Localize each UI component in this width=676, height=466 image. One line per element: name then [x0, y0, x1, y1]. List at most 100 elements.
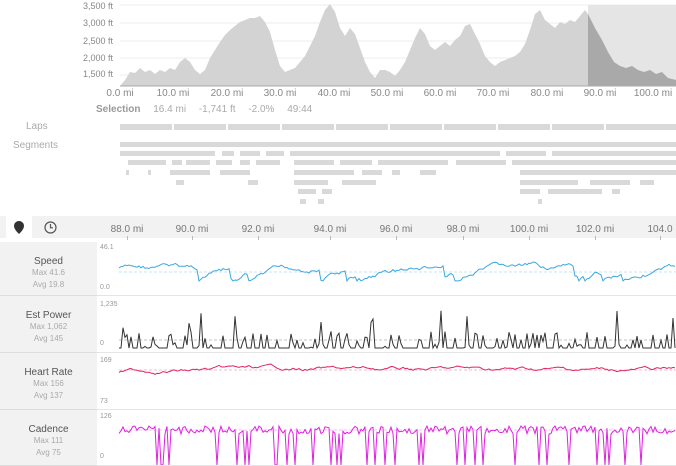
segment-bar[interactable] [126, 170, 129, 175]
segment-bar[interactable] [322, 189, 332, 194]
zoom-axis-label: 98.0 mi [446, 224, 480, 235]
segment-bar[interactable] [378, 160, 448, 165]
lap-bar[interactable] [552, 124, 604, 130]
time-mode-button[interactable] [37, 216, 63, 238]
lap-bar[interactable] [228, 124, 280, 130]
lap-bar[interactable] [606, 124, 676, 130]
segment-bar[interactable] [266, 151, 284, 156]
segment-bar[interactable] [520, 180, 578, 185]
elev-x-label: 80.0 mi [530, 88, 564, 99]
segment-bar[interactable] [176, 180, 184, 185]
zoom-axis-tick [463, 236, 464, 240]
segment-bar[interactable] [294, 160, 334, 165]
segment-bar[interactable] [222, 151, 234, 156]
segment-bar[interactable] [128, 160, 166, 165]
segments-label: Segments [13, 140, 59, 151]
segment-bar[interactable] [148, 170, 151, 175]
segment-bar[interactable] [256, 160, 280, 165]
lap-bar[interactable] [444, 124, 496, 130]
cadence-plot[interactable]: 126 0 [97, 410, 676, 466]
metric-avg: Avg 19.8 [32, 280, 65, 289]
lap-bar[interactable] [120, 124, 172, 130]
elevation-area [120, 4, 676, 87]
elev-y-label: 2,500 ft [82, 36, 113, 46]
metric-avg: Avg 137 [33, 391, 64, 400]
metric-max: Max 41.6 [32, 268, 65, 277]
zoom-axis-tick [127, 236, 128, 240]
segment-bar[interactable] [420, 170, 436, 175]
segment-bar[interactable] [392, 170, 400, 175]
lap-bar[interactable] [390, 124, 442, 130]
zoom-axis-label: 100.0 mi [509, 224, 549, 235]
segment-bar[interactable] [538, 199, 542, 204]
segment-bar[interactable] [340, 160, 372, 165]
metric-trace [118, 424, 676, 465]
segment-bar[interactable] [216, 160, 232, 165]
elev-x-label: 0.0 mi [106, 88, 134, 99]
segment-bar[interactable] [170, 170, 210, 175]
metric-name: Speed [34, 256, 63, 267]
segment-bar[interactable] [552, 151, 676, 156]
clock-icon [43, 220, 57, 234]
metric-max: Max 1,062 [29, 322, 68, 331]
power-plot[interactable]: 1,235 0 [97, 296, 676, 353]
selection-label: Selection [96, 104, 141, 115]
segment-bar[interactable] [612, 189, 620, 194]
zoom-axis-tick [396, 236, 397, 240]
segment-bar[interactable] [506, 151, 546, 156]
zoom-axis-tick [258, 236, 259, 240]
segment-bar[interactable] [640, 180, 654, 185]
distance-mode-button[interactable] [6, 216, 32, 238]
segment-bar[interactable] [248, 180, 258, 185]
segment-bar[interactable] [290, 151, 500, 156]
segment-bar[interactable] [512, 160, 676, 165]
lap-bar[interactable] [282, 124, 334, 130]
segment-bar[interactable] [342, 180, 376, 185]
segment-bar[interactable] [172, 160, 182, 165]
segment-bar[interactable] [362, 170, 382, 175]
segment-bar[interactable] [318, 199, 324, 204]
elev-y-label: 3,000 ft [82, 18, 113, 28]
segment-bar[interactable] [220, 170, 250, 175]
zoom-axis-tick [595, 236, 596, 240]
selection-grade: -2.0% [248, 104, 275, 115]
elev-x-label: 30.0 mi [263, 88, 297, 99]
speed-line [118, 261, 676, 283]
lap-bar[interactable] [174, 124, 226, 130]
elev-x-label: 20.0 mi [210, 88, 244, 99]
plot-max-label: 46.1 [100, 244, 114, 251]
segment-bar[interactable] [240, 151, 260, 156]
plot-min-label: 0.0 [100, 284, 110, 291]
lap-bar[interactable] [336, 124, 388, 130]
plot-max-label: 126 [100, 413, 112, 420]
segment-bar[interactable] [294, 180, 328, 185]
segment-bar[interactable] [120, 142, 676, 147]
segment-bar[interactable] [240, 160, 250, 165]
segment-bar[interactable] [520, 170, 676, 175]
segment-bar[interactable] [186, 160, 210, 165]
segment-bar[interactable] [456, 160, 506, 165]
metric-trace [118, 363, 676, 375]
segment-bar[interactable] [590, 180, 630, 185]
segment-bar[interactable] [298, 189, 316, 194]
selection-summary: Selection 16.4 mi -1,741 ft -2.0% 49:44 [96, 104, 322, 115]
heart-rate-line [118, 363, 676, 375]
plot-min-label: 0 [100, 340, 104, 347]
speed-plot[interactable]: 46.1 0.0 [97, 242, 676, 296]
segment-bar[interactable] [294, 170, 354, 175]
segment-bar[interactable] [520, 189, 540, 194]
segment-bar[interactable] [300, 199, 306, 204]
heart-rate-plot[interactable]: 169 73 [97, 353, 676, 410]
elevation-chart[interactable]: 3,500 ft 3,000 ft 2,500 ft 2,000 ft 1,50… [0, 0, 676, 100]
metric-avg: Avg 75 [36, 448, 61, 457]
elev-x-label: 100.0 mi [633, 88, 673, 99]
elev-x-label: 40.0 mi [317, 88, 351, 99]
segment-bar[interactable] [120, 151, 215, 156]
segment-bar[interactable] [548, 189, 602, 194]
metric-trace [118, 261, 676, 283]
zoom-axis-tick [330, 236, 331, 240]
lap-bar[interactable] [498, 124, 550, 130]
metric-name: Cadence [28, 424, 69, 435]
elev-x-label: 10.0 mi [156, 88, 190, 99]
metric-cadence: Cadence Max 111 Avg 75 [0, 410, 97, 466]
